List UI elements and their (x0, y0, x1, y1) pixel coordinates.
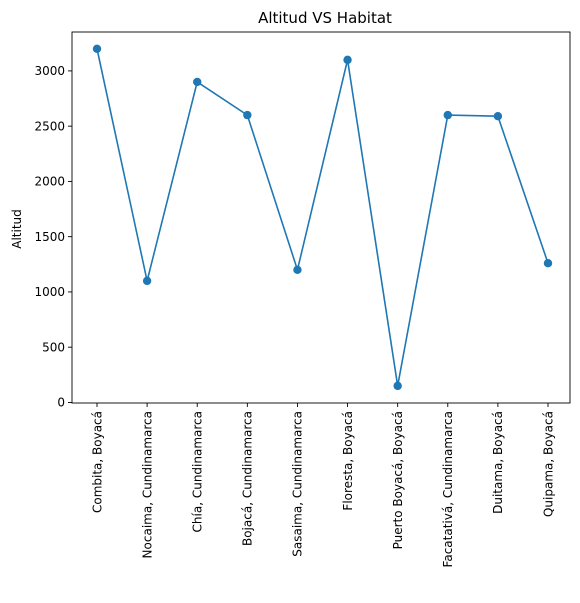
data-point (493, 112, 503, 121)
series-line (96, 48, 549, 387)
data-point (343, 55, 352, 65)
data-point (443, 110, 452, 120)
x-tick-label: Facatativá, Cundinamarca (441, 411, 455, 567)
y-axis-label: Altitud (10, 209, 24, 249)
y-tick-label: 3000 (34, 64, 65, 78)
x-tick-label: Combita, Boyacá (90, 411, 104, 513)
y-tick-label: 1000 (34, 285, 65, 299)
x-tick-label: Sasaima, Cundinamarca (291, 411, 305, 557)
y-tick-label: 2000 (34, 175, 65, 189)
x-tick-label: Chía, Cundinamarca (191, 411, 205, 532)
x-tick-label: Floresta, Boyacá (341, 411, 355, 511)
y-tick-label: 0 (57, 396, 65, 410)
x-tick-label: Duitama, Boyacá (491, 411, 505, 514)
data-point (293, 265, 302, 275)
data-point (193, 77, 202, 87)
y-axis-ticks: 0 500 1000 1500 2000 2500 3000 (34, 64, 72, 410)
y-tick-label: 1500 (34, 230, 65, 244)
y-tick-label: 2500 (34, 119, 65, 133)
x-axis-ticks: Combita, Boyacá Nocaima, Cundinamarca Chía… (90, 403, 555, 567)
data-point (142, 276, 152, 286)
data-point (92, 44, 102, 53)
data-point (243, 110, 252, 120)
x-tick-label: Bojacá, Cundinamarca (241, 411, 255, 546)
plot-area-frame (71, 31, 571, 404)
x-tick-label: Quipama, Boyacá (541, 411, 555, 517)
altitude-series (92, 44, 553, 391)
x-tick-label: Puerto Boyacá, Boyacá (391, 411, 405, 549)
data-point (543, 258, 553, 268)
data-point (393, 381, 402, 391)
chart-title: Altitud VS Habitat (258, 9, 392, 27)
y-tick-label: 500 (42, 340, 65, 354)
x-tick-label: Nocaima, Cundinamarca (140, 411, 154, 558)
